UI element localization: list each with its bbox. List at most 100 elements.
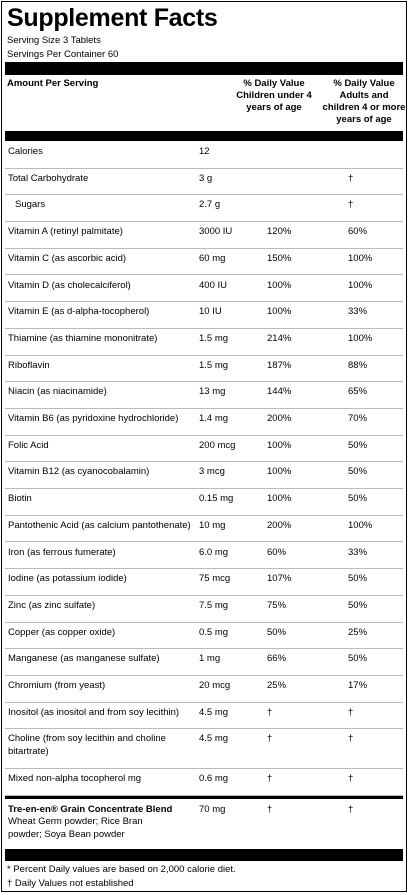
nutrient-row: Vitamin A (retinyl palmitate) 3000 IU 120%… [5, 221, 403, 249]
nutrient-name: Copper (as copper oxide) [8, 626, 116, 638]
dv-child: 25% [267, 680, 287, 691]
dv-adult: 100% [348, 252, 373, 264]
nutrient-row: Copper (as copper oxide) 0.5 mg 50% 25% [5, 622, 403, 650]
dv-adult: 88% [348, 359, 368, 371]
amount: 4.5 mg [199, 706, 229, 718]
dv-child: † [267, 733, 273, 745]
nutrient-row: Pantothenic Acid (as calcium pantothenat… [5, 515, 403, 543]
nutrient-name: Calories [8, 146, 43, 157]
dv-child: 187% [267, 359, 292, 371]
amount: 10 mg [199, 519, 226, 531]
nutrient-name: Vitamin C (as ascorbic acid) [8, 252, 127, 264]
amount: 1.5 mg [199, 332, 229, 344]
dv-child: 144% [267, 386, 292, 398]
dv-adult: 100% [348, 279, 373, 291]
dv-child: 200% [267, 413, 292, 424]
nutrient-row: Folic Acid 200 mcg 100% 50% [5, 435, 403, 463]
nutrient-name: Vitamin E (as d-alpha-tocopherol) [8, 306, 150, 318]
nutrient-name: Manganese (as manganese sulfate) [8, 653, 160, 665]
nutrient-row: Choline (from soy lecithin and choline b… [5, 728, 403, 770]
dv-child: 107% [267, 573, 292, 585]
dv-adult: 100% [348, 519, 373, 531]
footnote: * Percent Daily values are based on 2,00… [7, 864, 236, 875]
dv-child: 60% [267, 546, 287, 558]
amount: 0.5 mg [199, 626, 229, 638]
amount: 1 mg [199, 653, 221, 665]
dv-adult: 50% [348, 466, 368, 478]
nutrient-name: Iron (as ferrous fumerate) [8, 546, 116, 558]
dv-child: 75% [267, 599, 287, 611]
nutrient-name: Vitamin B12 (as cyanocobalamin) [8, 466, 150, 478]
nutrient-name: Sugars [15, 199, 46, 211]
nutrient-row: Vitamin E (as d-alpha-tocopherol) 10 IU 10… [5, 301, 403, 329]
amount: 7.5 mg [199, 599, 229, 611]
nutrient-name: Total Carbohydrate [8, 172, 89, 184]
nutrient-name: Inositol (as inositol and from soy lecit… [8, 706, 180, 718]
header-amount: Amount Per Serving [7, 78, 99, 89]
nutrient-name: Iodine (as potassium iodide) [8, 573, 127, 585]
amount: 2.7 g [199, 199, 221, 211]
dv-adult: † [348, 199, 354, 211]
dv-adult: 70% [348, 413, 368, 424]
nutrient-row: Calories 12 [5, 141, 403, 169]
nutrient-row: Total Carbohydrate 3 g † [5, 168, 403, 196]
dv-child: 100% [267, 306, 292, 318]
footnote: † Daily Values not established [7, 878, 134, 889]
nutrient-name: Vitamin D (as cholecalciferol) [8, 279, 131, 291]
nutrient-name: Riboflavin [8, 359, 50, 371]
dv-adult: 65% [348, 386, 368, 398]
amount: 4.5 mg [199, 733, 229, 745]
dv-child: 100% [267, 466, 292, 478]
divider-bar [5, 796, 403, 800]
nutrient-row: Thiamine (as thiamine mononitrate) 1.5 mg… [5, 328, 403, 356]
amount: 75 mcg [199, 573, 231, 585]
nutrient-row: Vitamin D (as cholecalciferol) 400 IU 100%… [5, 275, 403, 303]
nutrient-row: Riboflavin 1.5 mg 187% 88% [5, 355, 403, 383]
title: Supplement Facts [7, 4, 218, 32]
dv-adult: 60% [348, 226, 368, 238]
amount: 200 mcg [199, 439, 236, 451]
dv-child: 100% [267, 439, 292, 451]
dv-child: 100% [267, 493, 292, 505]
nutrient-name: Zinc (as zinc sulfate) [8, 599, 96, 611]
nutrient-row: Sugars 2.7 g † [5, 194, 403, 223]
dv-adult: † [348, 733, 354, 745]
nutrient-row: Iron (as ferrous fumerate) 6.0 mg 60% 33% [5, 542, 403, 570]
dv-child: † [267, 706, 273, 718]
dv-child: 200% [267, 519, 292, 531]
dv-child: 214% [267, 332, 292, 344]
nutrient-name: Pantothenic Acid (as calcium pantothenat… [8, 519, 191, 531]
dv-child: 150% [267, 252, 292, 264]
nutrient-row: Vitamin B6 (as pyridoxine hydrochloride)… [5, 408, 403, 436]
dv-child: 100% [267, 279, 292, 291]
nutrient-row: Chromium (from yeast) 20 mcg 25% 17% [5, 675, 403, 703]
nutrient-row: Zinc (as zinc sulfate) 7.5 mg 75% 50% [5, 595, 403, 623]
amount: 1.5 mg [199, 359, 229, 371]
dv-adult: 33% [348, 546, 368, 558]
dv-adult: 33% [348, 306, 368, 318]
nutrient-name: Vitamin B6 (as pyridoxine hydrochloride) [8, 413, 179, 424]
nutrient-name: Vitamin A (retinyl palmitate) [8, 226, 123, 238]
dv-child: † [267, 773, 273, 785]
dv-adult: † [348, 773, 354, 785]
dv-adult: 50% [348, 599, 368, 611]
nutrient-name: Choline (from soy lecithin and choline b… [8, 733, 166, 758]
nutrient-name: Biotin [8, 493, 32, 505]
dv-adult: 100% [348, 332, 373, 344]
amount: 1.4 mg [199, 413, 229, 424]
nutrient-name: Mixed non-alpha tocopherol mg [8, 773, 142, 785]
serving-size: Serving Size 3 Tablets [7, 35, 101, 46]
dv-adult: 50% [348, 439, 368, 451]
amount: 12 [199, 146, 210, 157]
nutrient-row: Vitamin B12 (as cyanocobalamin) 3 mcg 100%… [5, 461, 403, 490]
amount: 0.15 mg [199, 493, 234, 505]
amount: 13 mg [199, 386, 226, 398]
nutrient-row: Biotin 0.15 mg 100% 50% [5, 488, 403, 516]
header-child: % Daily Value Children under 4 years of … [236, 78, 312, 113]
blend-ingredients: Wheat Germ powder; Rice Bran powder; Soy… [8, 816, 143, 841]
amount: 3 mcg [199, 466, 225, 478]
dv-adult: 50% [348, 573, 368, 585]
blend-child: † [267, 804, 273, 816]
dv-child: 50% [267, 626, 287, 638]
